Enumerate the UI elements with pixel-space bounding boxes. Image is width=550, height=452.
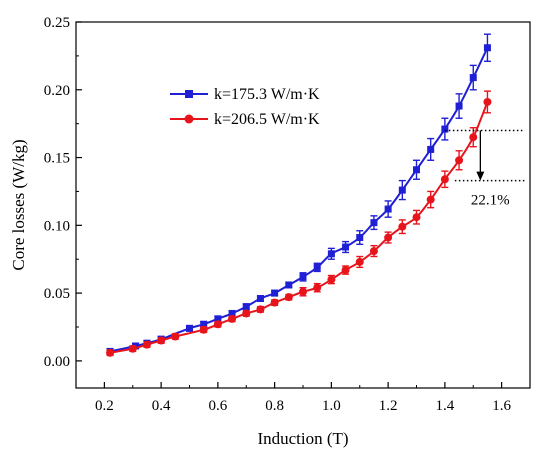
series-1-point-24 xyxy=(469,74,477,82)
series-1-point-15 xyxy=(342,243,350,251)
y-axis-title: Core losses (W/kg) xyxy=(9,139,28,270)
series-1-point-22 xyxy=(441,125,449,133)
series-1-point-4 xyxy=(186,324,193,332)
series-2-point-11 xyxy=(284,293,293,302)
series-1-point-8 xyxy=(242,303,250,311)
series-2-point-19 xyxy=(398,222,407,231)
series-1-point-19 xyxy=(398,186,406,194)
x-axis-title: Induction (T) xyxy=(257,429,348,448)
series-2-point-20 xyxy=(412,213,421,222)
series-1-point-10 xyxy=(271,289,279,297)
reduction-arrow-head xyxy=(476,171,485,181)
y-tick-label-0: 0.00 xyxy=(44,354,70,370)
series-2-point-9 xyxy=(256,305,265,314)
series-2 xyxy=(106,90,492,357)
x-axis: 0.2 0.4 0.6 0.8 1.0 1.2 1.4 1.6 xyxy=(95,382,512,414)
y-tick-label-2: 0.10 xyxy=(44,218,70,234)
series-2-point-15 xyxy=(341,266,350,275)
series-1-point-13 xyxy=(313,263,321,271)
series-1-point-5 xyxy=(200,320,208,328)
series-2-point-6 xyxy=(213,320,222,329)
series-1-point-18 xyxy=(384,205,392,213)
series-2-point-3 xyxy=(157,336,166,345)
series-2-point-16 xyxy=(355,257,364,266)
series-2-point-4 xyxy=(171,332,180,341)
legend-marker-series-1 xyxy=(185,90,193,98)
reduction-percentage-label: 22.1% xyxy=(471,193,510,209)
x-tick-label-7: 1.6 xyxy=(492,398,511,414)
legend-marker-series-2 xyxy=(184,114,194,124)
plot-area xyxy=(106,33,492,357)
series-1-point-21 xyxy=(427,145,435,153)
series-2-point-8 xyxy=(242,309,251,318)
series-2-point-2 xyxy=(142,340,151,349)
x-tick-label-4: 1.0 xyxy=(322,398,341,414)
series-1-point-7 xyxy=(228,309,236,317)
series-1-point-23 xyxy=(455,102,463,110)
x-tick-label-5: 1.2 xyxy=(379,398,398,414)
plot-frame xyxy=(75,21,531,389)
series-2-point-10 xyxy=(270,298,279,307)
series-2-point-7 xyxy=(228,314,237,323)
x-tick-label-2: 0.6 xyxy=(209,398,228,414)
series-2-point-13 xyxy=(313,283,322,292)
legend-label-series-1: k=175.3 W/m·K xyxy=(214,86,320,103)
x-tick-label-0: 0.2 xyxy=(95,398,114,414)
series-1-point-11 xyxy=(285,281,293,289)
series-2-point-23 xyxy=(455,156,464,165)
series-1-point-6 xyxy=(214,315,222,323)
series-2-point-18 xyxy=(384,233,393,242)
x-tick-label-6: 1.4 xyxy=(436,398,455,414)
series-1-point-25 xyxy=(483,44,491,52)
x-tick-label-1: 0.4 xyxy=(152,398,171,414)
series-1-point-16 xyxy=(356,234,364,242)
series-1-point-20 xyxy=(413,166,420,174)
series-1-point-9 xyxy=(256,295,264,303)
series-1-point-12 xyxy=(299,273,307,281)
x-tick-label-3: 0.8 xyxy=(265,398,284,414)
series-2-point-14 xyxy=(327,275,336,284)
series-2-point-25 xyxy=(483,97,492,106)
series-2-point-5 xyxy=(199,325,208,334)
series-1-point-17 xyxy=(370,219,378,227)
series-2-point-12 xyxy=(299,287,307,296)
legend: k=175.3 W/m·K k=206.5 W/m·K xyxy=(170,86,320,128)
y-tick-label-3: 0.15 xyxy=(44,151,70,167)
y-tick-label-4: 0.20 xyxy=(44,83,70,99)
reduction-annotation: 22.1% xyxy=(444,129,525,209)
series-2-point-1 xyxy=(128,344,137,353)
series-2-point-0 xyxy=(106,348,115,357)
series-2-point-22 xyxy=(440,175,449,184)
y-tick-label-5: 0.25 xyxy=(44,15,70,31)
series-2-point-24 xyxy=(469,133,478,142)
series-2-point-17 xyxy=(369,247,378,256)
y-axis: 0.00 0.05 0.10 0.15 0.20 0.25 xyxy=(44,15,82,370)
series-1-point-14 xyxy=(327,250,335,258)
series-2-point-21 xyxy=(426,195,435,204)
y-tick-label-1: 0.05 xyxy=(44,286,70,302)
legend-label-series-2: k=206.5 W/m·K xyxy=(214,111,320,128)
